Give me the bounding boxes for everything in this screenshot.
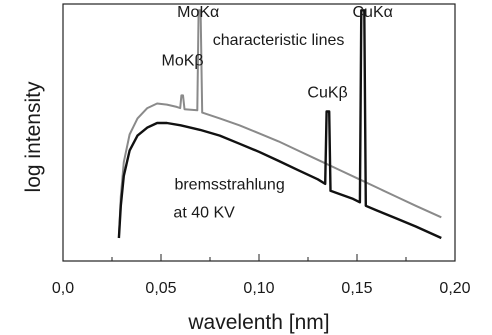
x-tick-label: 0,15 (341, 280, 372, 297)
annotation-label: MoKβ (162, 53, 204, 70)
annotation-label: at 40 KV (173, 204, 235, 221)
spectrum-curve-gray (117, 9, 442, 239)
annotation-label: MoKα (177, 4, 219, 21)
annotation-label: CuKβ (307, 85, 347, 102)
annotation-layer: MoKα MoKβ characteristic lines CuKβ CuKα brem… (162, 4, 393, 221)
x-axis-title: wavelenth [nm] (187, 311, 329, 334)
spectrum-curve-black (117, 9, 442, 240)
annotation-label: CuKα (352, 4, 392, 21)
x-ticks (62, 254, 456, 261)
y-axis-title: log intensity (22, 81, 45, 192)
x-tick-label: 0,05 (145, 280, 176, 297)
series-layer (117, 9, 442, 240)
x-tick-label: 0,0 (52, 280, 74, 297)
annotation-label: characteristic lines (213, 32, 345, 49)
x-tick-label: 0,20 (439, 280, 470, 297)
annotation-label: bremsstrahlung (174, 177, 284, 194)
x-tick-labels: 0,0 0,05 0,10 0,15 0,20 (52, 280, 471, 297)
x-tick-label: 0,10 (243, 280, 274, 297)
